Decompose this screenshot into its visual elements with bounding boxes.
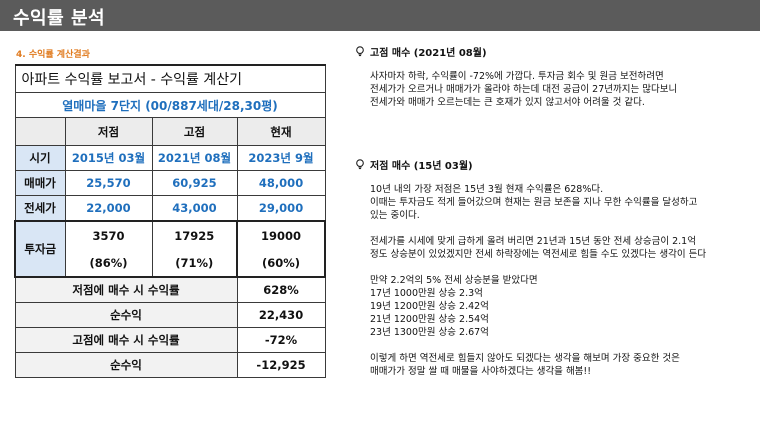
cell-period-high: 2021년 08월: [151, 145, 238, 171]
summary-value-high-net-profit: -12,925: [236, 352, 326, 378]
cell-sale-high: 60,925: [151, 170, 238, 196]
summary-label-low-buy-return: 저점에 매수 시 수익률: [14, 276, 238, 303]
cell-jeonse-low: 22,000: [64, 195, 153, 222]
page-title: 수익률 분석: [13, 8, 106, 29]
note-heading-high-buy-text: 고점 매수 (2021년 08월): [370, 48, 487, 59]
cell-period-low: 2015년 03월: [64, 145, 153, 171]
col-header-low: 저점: [64, 117, 153, 146]
summary-value-low-net-profit: 22,430: [236, 302, 326, 328]
summary-label-high-net-profit: 순수익: [14, 352, 238, 378]
note-body-high-buy: 사자마자 하락, 수익률이 -72%에 가깝다. 투자금 회수 및 원금 보전하…: [370, 71, 678, 108]
summary-label-low-net-profit: 순수익: [14, 302, 238, 328]
note-heading-high-buy: 고점 매수 (2021년 08월): [355, 44, 487, 59]
sheet-subtitle: 열매마을 7단지 (00/887세대/28,30평): [14, 92, 326, 118]
note-body-low-buy: 10년 내의 가장 저점은 15년 3월 현재 수익률은 628%다. 이때는 …: [370, 184, 707, 377]
cell-investment-ratio-low: (86%): [64, 249, 153, 278]
cell-sale-current: 48,000: [236, 170, 326, 196]
header-corner-cell: [14, 117, 66, 146]
cell-sale-low: 25,570: [64, 170, 153, 196]
cell-jeonse-current: 29,000: [236, 195, 326, 222]
row-label-investment: 투자금: [14, 220, 66, 278]
summary-value-low-buy-return: 628%: [236, 276, 326, 303]
cell-investment-ratio-high: (71%): [151, 249, 238, 278]
row-label-period: 시기: [14, 145, 66, 171]
row-label-jeonse-price: 전세가: [14, 195, 66, 222]
cell-period-current: 2023년 9월: [236, 145, 326, 171]
cell-jeonse-high: 43,000: [151, 195, 238, 222]
sheet-title: 아파트 수익률 보고서 - 수익률 계산기: [14, 64, 326, 93]
col-header-current: 현재: [236, 117, 326, 146]
col-header-high: 고점: [151, 117, 238, 146]
cell-investment-ratio-current: (60%): [235, 249, 327, 278]
section-label: 4. 수익률 계산결과: [16, 50, 90, 60]
lightbulb-icon: [356, 159, 364, 170]
row-label-sale-price: 매매가: [14, 170, 66, 196]
summary-label-high-buy-return: 고점에 매수 시 수익률: [14, 327, 238, 353]
cell-investment-low: 3570: [64, 220, 153, 249]
note-heading-low-buy: 저점 매수 (15년 03월): [355, 157, 473, 172]
lightbulb-icon: [356, 46, 364, 57]
note-heading-low-buy-text: 저점 매수 (15년 03월): [370, 161, 473, 172]
header-bar: 수익률 분석: [0, 0, 760, 31]
summary-value-high-buy-return: -72%: [236, 327, 326, 353]
profit-calculator-table: 아파트 수익률 보고서 - 수익률 계산기 열매마을 7단지 (00/887세대…: [14, 64, 327, 378]
cell-investment-high: 17925: [151, 220, 238, 249]
cell-investment-current: 19000: [235, 220, 327, 249]
